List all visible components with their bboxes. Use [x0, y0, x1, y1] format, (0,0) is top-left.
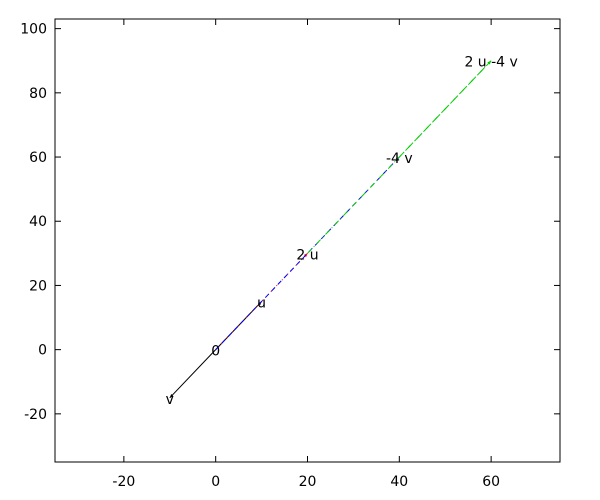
vector-arrowhead [487, 60, 492, 65]
plot-frame [54, 18, 561, 463]
vector-label: v [166, 392, 174, 408]
y-tick-label: 60 [29, 150, 47, 166]
x-tick-label: 0 [211, 474, 220, 490]
y-tick-label: 20 [29, 278, 47, 294]
y-tick-label: -20 [24, 407, 47, 423]
vector-label: -4 v [386, 151, 413, 167]
x-tick-label: 20 [299, 474, 317, 490]
vector-arrowhead [169, 394, 174, 398]
vector-label: 2 u [296, 247, 318, 263]
y-tick-label: 100 [20, 22, 47, 38]
y-tick-label: 40 [29, 214, 47, 230]
vector-label: 0 [211, 344, 220, 360]
vector-line [398, 60, 492, 158]
y-tick-label: 80 [29, 86, 47, 102]
y-tick-label: 0 [38, 343, 47, 359]
x-tick-label: 60 [482, 474, 500, 490]
vector-label: 2 u -4 v [464, 55, 517, 71]
x-tick-label: 40 [390, 474, 408, 490]
vector-label: u [257, 295, 266, 311]
x-tick-label: -20 [112, 474, 135, 490]
vector-line [169, 349, 217, 399]
